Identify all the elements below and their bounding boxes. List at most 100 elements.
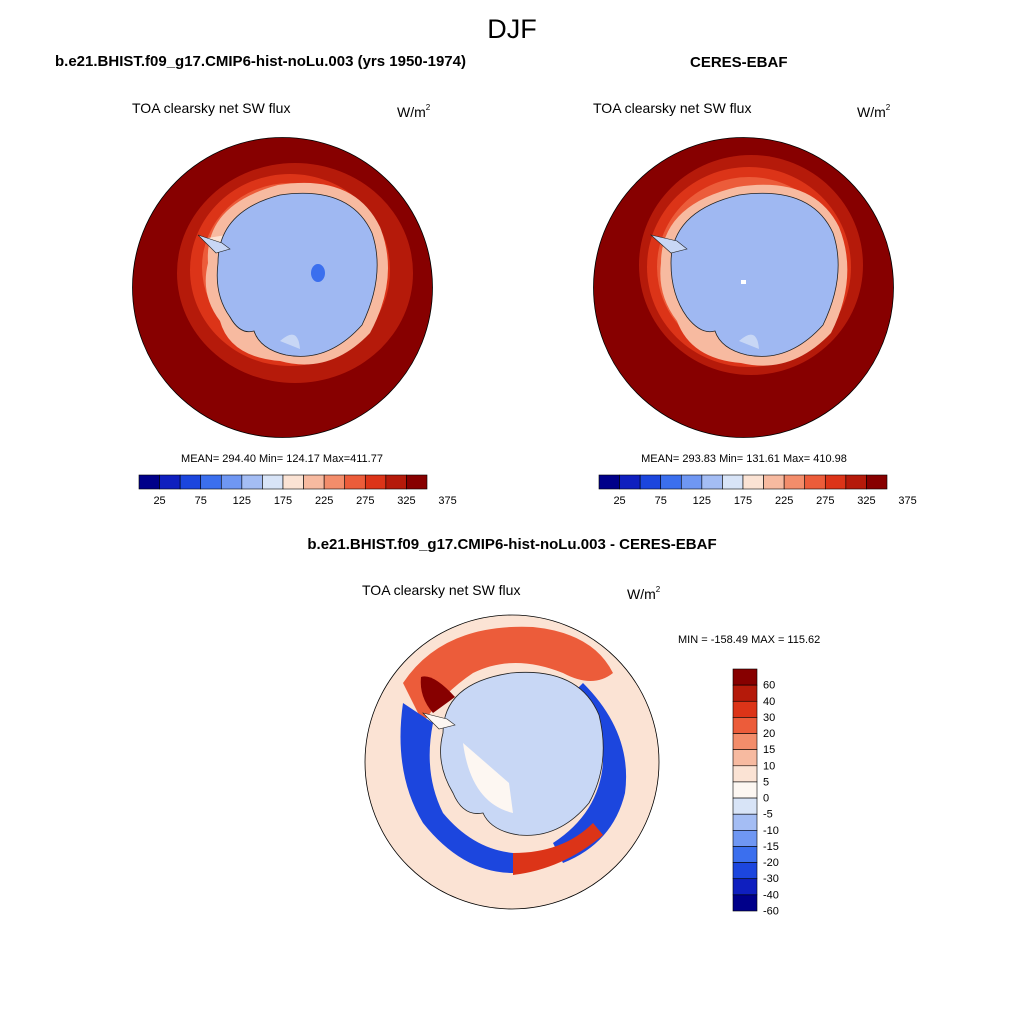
model-colorbar-cell [220,474,243,490]
diff-variable-label: TOA clearsky net SW flux [362,582,521,598]
diff-map-border [364,614,660,910]
model-colorbar-cell [138,474,160,490]
diff-positive-south [513,823,603,875]
diff-colorbar-cell [732,813,758,831]
obs-colorbar-cell [866,474,888,490]
diff-colorbar-tick-label: 15 [763,744,775,756]
obs-ice-shelf [739,334,759,349]
obs-colorbar-tick-label: 325 [857,495,875,507]
model-colorbar-tick-label: 175 [274,495,292,507]
diff-colorbar: 60 40 30 20 15 10 5 0 -5 -10 -15 -20 -30 -40 -60 [732,668,779,918]
obs-peninsula [649,234,688,254]
obs-colorbar-cell [660,474,682,490]
model-colorbar-cell [385,474,407,490]
diff-colorbar-tick-label: 60 [763,680,775,692]
diff-colorbar-tick-label: -5 [763,809,773,821]
obs-colorbar-cell [804,474,826,490]
diff-colorbar-tick-label: 40 [763,696,775,708]
diff-peninsula [422,712,456,730]
model-colorbar-tick-label: 375 [438,495,456,507]
model-colorbar-cell [364,474,387,490]
diff-units-label: W/m2 [627,585,661,602]
obs-colorbar-tick-label: 225 [775,495,793,507]
model-colorbar-tick-label: 275 [356,495,374,507]
obs-colorbar-cell [742,474,764,490]
model-colorbar-tick-label: 125 [233,495,251,507]
diff-colorbar-cell [732,878,758,896]
diff-colorbar-cell [732,749,758,767]
diff-minmax-label: MIN = -158.49 MAX = 115.62 [678,634,821,646]
model-colorbar-cell [323,474,346,490]
obs-colorbar-cell [598,474,620,490]
obs-colorbar-cell [824,474,847,490]
model-colorbar-tick-label: 25 [153,495,165,507]
model-polar-map [132,137,433,438]
obs-units-label: W/m2 [857,103,891,120]
diff-colorbar-cell [732,894,758,912]
diff-positive-north [403,626,613,723]
diff-colorbar-tick-label: 0 [763,793,769,805]
diff-colorbar-cell [732,684,758,702]
model-colorbar-cell [179,474,202,490]
model-stats-label: MEAN= 294.40 Min= 124.17 Max=411.77 [181,453,383,465]
diff-panel-title: b.e21.BHIST.f09_g17.CMIP6-hist-noLu.003 … [307,536,717,553]
diff-dark-red-spot [420,676,455,713]
diff-negative-west [400,703,513,873]
diff-colorbar-cell [732,700,758,718]
diff-colorbar-cell [732,797,758,815]
obs-stats-label: MEAN= 293.83 Min= 131.61 Max= 410.98 [641,453,847,465]
obs-colorbar-tick-label: 125 [693,495,711,507]
diff-colorbar-tick-label: -60 [763,906,779,918]
obs-colorbar-cell [845,474,867,490]
obs-colorbar-tick-label: 375 [898,495,916,507]
model-dome-minimum [311,264,325,282]
obs-colorbar-tick-label: 25 [613,495,625,507]
obs-colorbar-cell [619,474,641,490]
diff-colorbar-cell [732,733,758,750]
diff-colorbar-tick-label: 30 [763,712,775,724]
model-colorbar-cell [241,474,263,490]
diff-colorbar-tick-label: 10 [763,760,775,772]
obs-colorbar-cell [763,474,785,490]
obs-panel-title: CERES-EBAF [690,54,788,71]
model-units-label: W/m2 [397,103,431,120]
diff-colorbar-tick-label: -30 [763,873,779,885]
model-colorbar-tick-label: 225 [315,495,333,507]
obs-map-border [593,137,894,438]
model-variable-label: TOA clearsky net SW flux [132,100,291,116]
obs-colorbar: 25 75 125 175 225 275 325 375 [598,474,917,507]
diff-colorbar-tick-label: -20 [763,857,779,869]
model-colorbar-cell [282,474,304,490]
obs-antarctica [670,192,839,357]
model-map-border [132,137,433,438]
model-colorbar-cell [159,474,181,490]
model-colorbar-cell [262,474,284,490]
obs-polar-map [593,137,894,438]
obs-variable-label: TOA clearsky net SW flux [593,100,752,116]
obs-colorbar-cell [701,474,723,490]
model-peninsula [197,234,231,254]
diff-colorbar-tick-label: 5 [763,776,769,788]
diff-colorbar-cell [732,717,758,734]
diff-colorbar-tick-label: 20 [763,728,775,740]
model-colorbar-cell [344,474,366,490]
model-colorbar-cell [303,474,325,490]
diff-polar-map [364,614,660,910]
model-colorbar-tick-label: 75 [195,495,207,507]
model-colorbar-cell [406,474,428,490]
model-colorbar-tick-label: 325 [397,495,415,507]
obs-colorbar-tick-label: 175 [734,495,752,507]
model-ice-shelf [280,334,300,349]
diff-colorbar-cell [732,862,758,880]
obs-colorbar-cell [639,474,662,490]
diff-colorbar-cell [732,830,758,847]
obs-colorbar-tick-label: 75 [655,495,667,507]
obs-colorbar-cell [722,474,744,490]
diff-neutral-wedge [463,743,513,813]
obs-colorbar-tick-label: 275 [816,495,834,507]
diff-colorbar-cell [732,781,758,799]
season-title: DJF [487,14,537,44]
diff-colorbar-tick-label: -40 [763,889,779,901]
diff-colorbar-cell [732,765,758,783]
obs-colorbar-cell [783,474,806,490]
